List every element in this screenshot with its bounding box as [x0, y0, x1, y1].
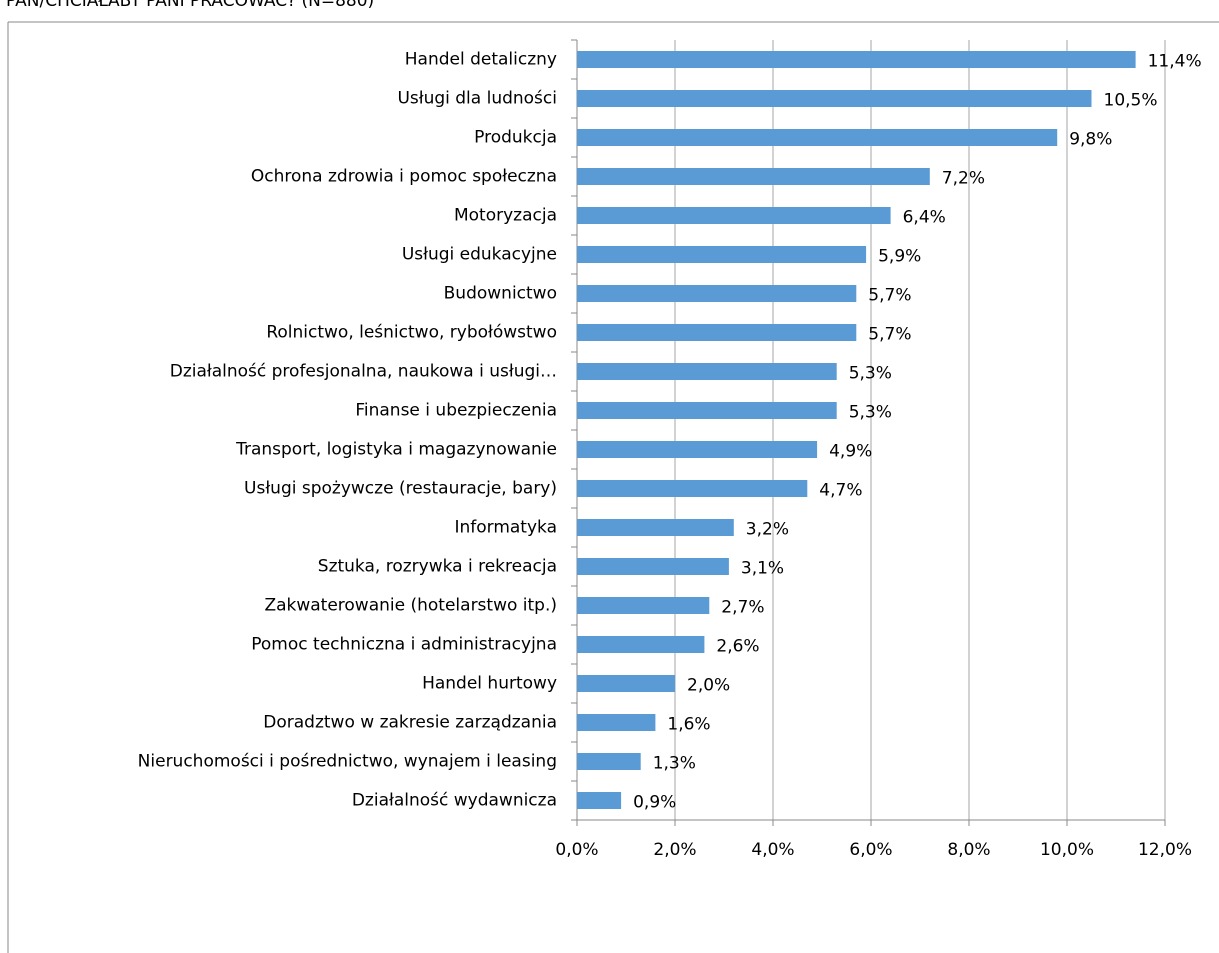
value-label: 4,9% — [829, 442, 872, 462]
chart-title: PAN/CHCIAŁABY PANI PRACOWAĆ? (N=880) — [6, 0, 374, 11]
bar — [577, 168, 930, 185]
y-tick-label: Transport, logistyka i magazynowanie — [235, 440, 557, 460]
y-tick-label: Finanse i ubezpieczenia — [355, 401, 557, 421]
value-label: 10,5% — [1104, 91, 1158, 111]
value-label: 5,7% — [868, 325, 911, 345]
y-tick-label: Działalność wydawnicza — [352, 791, 557, 811]
y-tick-label: Informatyka — [454, 518, 557, 538]
bar — [577, 558, 729, 575]
value-label: 9,8% — [1069, 130, 1112, 150]
bar — [577, 675, 675, 692]
bar — [577, 714, 656, 731]
y-tick-label: Nieruchomości i pośrednictwo, wynajem i … — [138, 752, 557, 772]
x-tick-label: 10,0% — [1040, 840, 1094, 860]
bar — [577, 441, 818, 458]
bar — [577, 324, 857, 341]
bar — [577, 792, 622, 809]
value-label: 7,2% — [942, 169, 985, 189]
bar — [577, 402, 837, 419]
value-label: 2,6% — [716, 637, 759, 657]
value-label: 3,1% — [741, 559, 784, 579]
bar — [577, 753, 641, 770]
x-tick-label: 6,0% — [849, 840, 892, 860]
value-label: 5,3% — [849, 403, 892, 423]
x-tick-label: 4,0% — [751, 840, 794, 860]
y-tick-label: Handel hurtowy — [422, 674, 557, 694]
value-label: 2,7% — [721, 598, 764, 618]
value-label: 4,7% — [819, 481, 862, 501]
bar — [577, 51, 1136, 68]
y-tick-label: Zakwaterowanie (hotelarstwo itp.) — [264, 596, 557, 616]
y-tick-label: Usługi edukacyjne — [402, 245, 557, 265]
y-tick-label: Produkcja — [474, 128, 557, 148]
y-tick-label: Budownictwo — [444, 284, 557, 304]
x-tick-label: 0,0% — [555, 840, 598, 860]
value-label: 6,4% — [903, 208, 946, 228]
y-tick-label: Działalność profesjonalna, naukowa i usł… — [170, 362, 557, 382]
bar — [577, 90, 1092, 107]
y-tick-label: Handel detaliczny — [405, 50, 557, 70]
value-label: 5,7% — [868, 286, 911, 306]
value-label: 0,9% — [633, 793, 676, 813]
y-tick-label: Usługi dla ludności — [397, 89, 557, 109]
x-tick-label: 2,0% — [653, 840, 696, 860]
value-label: 5,3% — [849, 364, 892, 384]
value-label: 2,0% — [687, 676, 730, 696]
bar — [577, 597, 710, 614]
value-label: 1,6% — [667, 715, 710, 735]
value-label: 3,2% — [746, 520, 789, 540]
bar — [577, 207, 891, 224]
y-tick-label: Pomoc techniczna i administracyjna — [251, 635, 557, 655]
value-label: 5,9% — [878, 247, 921, 267]
y-tick-label: Ochrona zdrowia i pomoc społeczna — [251, 167, 557, 187]
x-tick-label: 12,0% — [1138, 840, 1192, 860]
y-tick-label: Motoryzacja — [454, 206, 557, 226]
y-tick-label: Sztuka, rozrywka i rekreacja — [318, 557, 557, 577]
value-label: 11,4% — [1148, 52, 1202, 72]
bar — [577, 285, 857, 302]
bar — [577, 363, 837, 380]
x-tick-label: 8,0% — [947, 840, 990, 860]
bar — [577, 129, 1058, 146]
bar — [577, 480, 808, 497]
bar — [577, 246, 867, 263]
y-tick-label: Usługi spożywcze (restauracje, bary) — [244, 479, 557, 499]
bar — [577, 636, 705, 653]
bar — [577, 519, 734, 536]
y-tick-label: Rolnictwo, leśnictwo, rybołówstwo — [266, 323, 557, 343]
y-tick-label: Doradztwo w zakresie zarządzania — [263, 713, 557, 733]
value-label: 1,3% — [653, 754, 696, 774]
